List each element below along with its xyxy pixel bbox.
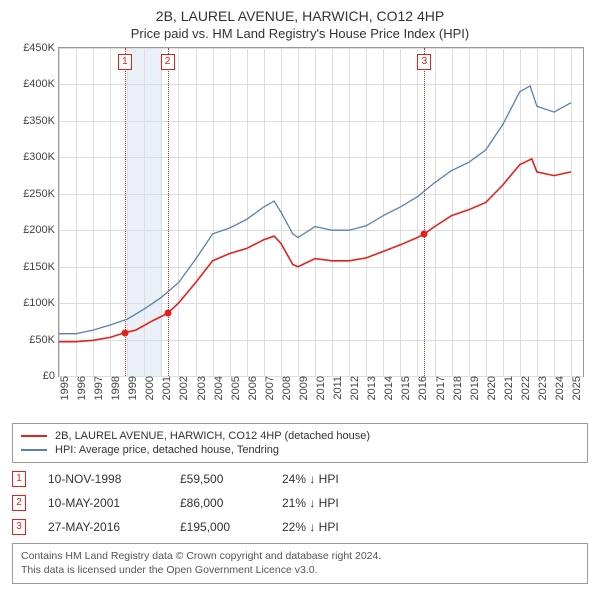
event-date: 10-NOV-1998 [48,472,158,486]
page-title: 2B, LAUREL AVENUE, HARWICH, CO12 4HP [10,8,590,24]
event-index: 1 [12,471,26,487]
x-axis-label: 2014 [379,376,395,400]
x-axis-label: 1998 [106,376,122,400]
y-axis-label: £350K [23,115,59,127]
x-axis-label: 2020 [482,376,498,400]
license-line: This data is licensed under the Open Gov… [21,564,579,578]
y-axis-label: £100K [23,297,59,309]
x-axis-label: 2013 [362,376,378,400]
y-axis-label: £300K [23,151,59,163]
x-axis-label: 2019 [465,376,481,400]
sale-marker-dot [121,329,128,336]
x-axis-label: 2002 [174,376,190,400]
sale-marker-dot [164,310,171,317]
x-axis-label: 2016 [413,376,429,400]
event-pct: 21% ↓ HPI [282,496,339,510]
page-subtitle: Price paid vs. HM Land Registry's House … [10,26,590,41]
license-notice: Contains HM Land Registry data © Crown c… [12,543,588,584]
x-axis-label: 2018 [448,376,464,400]
x-axis-label: 2008 [277,376,293,400]
x-axis-label: 2000 [140,376,156,400]
x-axis-label: 1997 [89,376,105,400]
x-axis-label: 2009 [294,376,310,400]
y-axis-label: £150K [23,261,59,273]
sale-marker-dot [421,230,428,237]
y-axis-label: £400K [23,78,59,90]
x-axis-label: 2003 [192,376,208,400]
price-chart: £0£50K£100K£150K£200K£250K£300K£350K£400… [12,47,588,417]
x-axis-label: 2001 [157,376,173,400]
event-price: £195,000 [180,520,260,534]
x-axis-label: 2017 [431,376,447,400]
x-axis-label: 2004 [209,376,225,400]
events-table: 1 10-NOV-1998 £59,500 24% ↓ HPI 2 10-MAY-2001… [12,471,588,535]
x-axis-label: 2021 [499,376,515,400]
x-axis-label: 2012 [345,376,361,400]
event-row: 1 10-NOV-1998 £59,500 24% ↓ HPI [12,471,588,487]
legend-item: 2B, LAUREL AVENUE, HARWICH, CO12 4HP (de… [21,430,579,442]
event-price: £86,000 [180,496,260,510]
event-date: 27-MAY-2016 [48,520,158,534]
event-index: 3 [12,519,26,535]
legend-label: HPI: Average price, detached house, Tend… [55,444,279,456]
x-axis-label: 2006 [243,376,259,400]
event-price: £59,500 [180,472,260,486]
legend-swatch [21,435,47,437]
x-axis-label: 2010 [311,376,327,400]
event-row: 2 10-MAY-2001 £86,000 21% ↓ HPI [12,495,588,511]
x-axis-label: 2015 [396,376,412,400]
y-axis-label: £50K [29,334,59,346]
legend-item: HPI: Average price, detached house, Tend… [21,444,579,456]
x-axis-label: 2024 [550,376,566,400]
y-axis-label: £200K [23,224,59,236]
x-axis-label: 1996 [72,376,88,400]
event-pct: 24% ↓ HPI [282,472,339,486]
event-index: 2 [12,495,26,511]
x-axis-label: 2025 [567,376,583,400]
x-axis-label: 2023 [533,376,549,400]
event-row: 3 27-MAY-2016 £195,000 22% ↓ HPI [12,519,588,535]
x-axis-label: 2007 [260,376,276,400]
legend-label: 2B, LAUREL AVENUE, HARWICH, CO12 4HP (de… [55,430,370,442]
x-axis-label: 2005 [226,376,242,400]
y-axis-label: £250K [23,188,59,200]
license-line: Contains HM Land Registry data © Crown c… [21,550,579,564]
x-axis-label: 2011 [328,376,344,400]
event-pct: 22% ↓ HPI [282,520,339,534]
event-date: 10-MAY-2001 [48,496,158,510]
y-axis-label: £450K [23,42,59,54]
legend-swatch [21,449,47,451]
legend: 2B, LAUREL AVENUE, HARWICH, CO12 4HP (de… [12,423,588,463]
x-axis-label: 1999 [123,376,139,400]
x-axis-label: 2022 [516,376,532,400]
x-axis-label: 1995 [55,376,71,400]
